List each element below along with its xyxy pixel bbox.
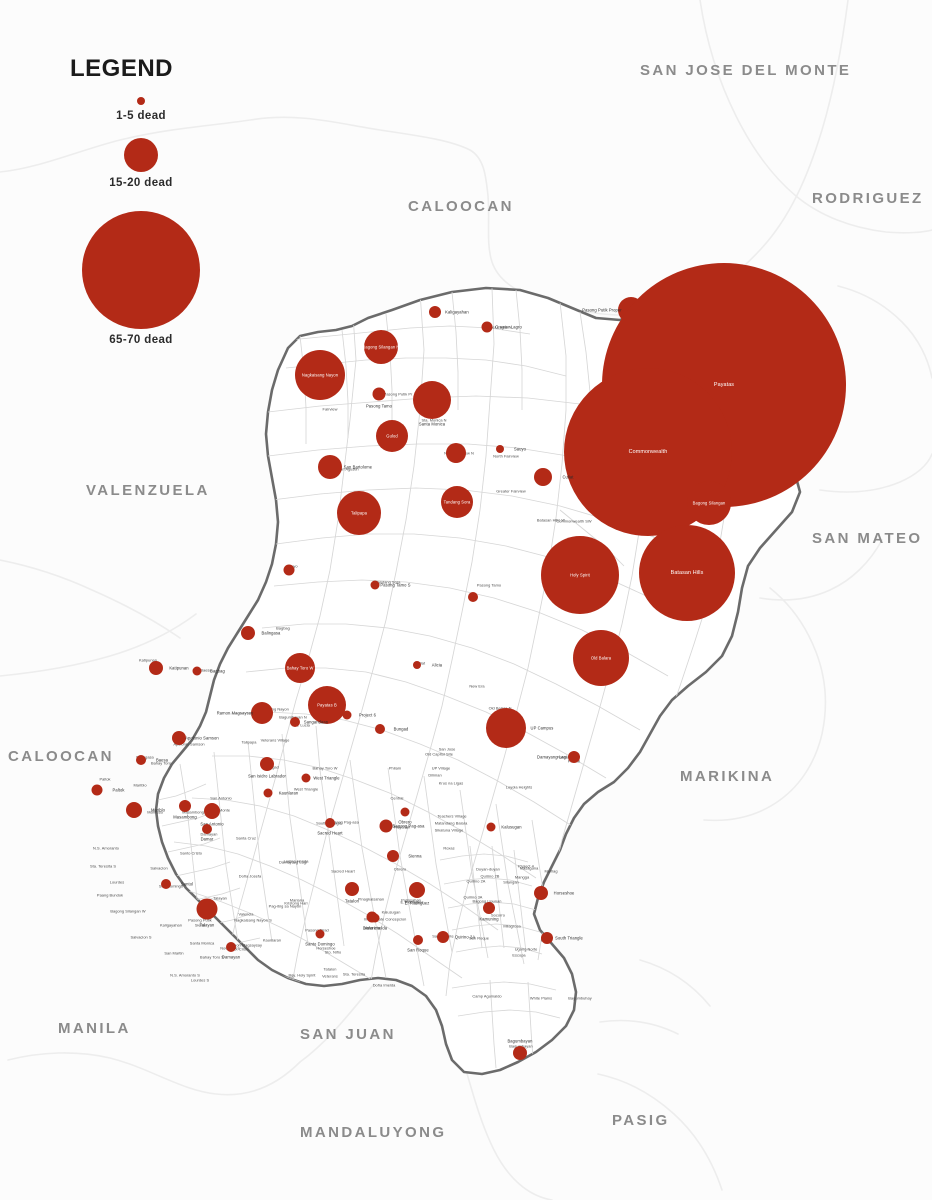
city-label: RODRIGUEZ (812, 190, 924, 207)
death-bubble[interactable] (283, 564, 295, 576)
death-bubble[interactable] (429, 306, 441, 318)
legend: LEGEND 1-5 dead 15-20 dead 65-70 dead (46, 55, 236, 346)
death-bubble[interactable] (202, 824, 212, 834)
death-bubble[interactable] (496, 445, 504, 453)
city-label: VALENZUELA (86, 482, 210, 499)
death-bubble[interactable] (285, 653, 315, 683)
city-label: MANDALUYONG (300, 1124, 447, 1141)
death-bubble[interactable] (196, 898, 218, 920)
death-bubble[interactable] (486, 708, 526, 748)
death-bubble[interactable] (413, 661, 421, 669)
legend-item-label: 1-5 dead (116, 110, 166, 122)
death-bubble[interactable] (325, 818, 335, 828)
death-bubble[interactable] (370, 913, 380, 923)
death-bubble[interactable] (337, 491, 381, 535)
death-bubble[interactable] (376, 420, 408, 452)
death-bubble[interactable] (172, 731, 186, 745)
legend-swatch (137, 97, 145, 105)
city-label: SAN MATEO (812, 530, 923, 547)
death-bubble[interactable] (446, 443, 466, 463)
death-bubble[interactable] (226, 942, 236, 952)
death-bubble[interactable] (179, 800, 191, 812)
death-bubble[interactable] (687, 481, 731, 525)
death-bubble[interactable] (483, 902, 495, 914)
death-bubble[interactable] (568, 751, 580, 763)
death-bubble[interactable] (342, 710, 352, 720)
death-bubble[interactable] (413, 935, 423, 945)
death-bubble[interactable] (481, 321, 493, 333)
death-bubble[interactable] (573, 630, 629, 686)
death-bubble[interactable] (486, 822, 496, 832)
death-bubble[interactable] (345, 882, 359, 896)
death-bubble[interactable] (379, 819, 393, 833)
legend-item-label: 65-70 dead (109, 334, 173, 346)
death-bubble[interactable] (263, 788, 273, 798)
death-bubble[interactable] (126, 802, 142, 818)
death-bubble[interactable] (387, 850, 399, 862)
city-label: CALOOCAN (408, 198, 514, 215)
death-bubble[interactable] (161, 879, 171, 889)
city-label: CALOOCAN (8, 748, 114, 765)
death-bubble[interactable] (204, 803, 220, 819)
death-bubble[interactable] (513, 1046, 527, 1060)
legend-item: 1-5 dead (46, 97, 236, 122)
death-bubble[interactable] (315, 929, 325, 939)
death-bubble[interactable] (534, 468, 552, 486)
legend-item: 65-70 dead (46, 211, 236, 346)
death-bubble[interactable] (241, 626, 255, 640)
death-bubble[interactable] (375, 724, 385, 734)
legend-title: LEGEND (70, 55, 174, 82)
death-bubble[interactable] (541, 536, 619, 614)
city-label: MARIKINA (680, 768, 775, 785)
city-label: MANILA (58, 1020, 131, 1037)
death-bubble[interactable] (370, 580, 380, 590)
death-bubble[interactable] (413, 381, 451, 419)
death-bubble[interactable] (437, 931, 449, 943)
death-bubble[interactable] (364, 330, 398, 364)
death-bubble[interactable] (290, 717, 300, 727)
death-bubble[interactable] (295, 350, 345, 400)
death-bubble[interactable] (308, 686, 346, 724)
legend-swatch (124, 138, 158, 172)
death-bubble[interactable] (149, 661, 163, 675)
legend-swatch (82, 211, 200, 329)
death-bubble[interactable] (136, 755, 146, 765)
death-bubble[interactable] (534, 886, 548, 900)
death-bubble[interactable] (260, 757, 274, 771)
death-bubble[interactable] (409, 882, 425, 898)
legend-item-label: 15-20 dead (109, 177, 173, 189)
city-label: SAN JUAN (300, 1026, 396, 1043)
death-bubble[interactable] (400, 807, 410, 817)
death-bubble[interactable] (541, 932, 553, 944)
legend-item: 15-20 dead (46, 138, 236, 189)
death-bubble[interactable] (372, 387, 386, 401)
city-label: SAN JOSE DEL MONTE (640, 62, 852, 79)
death-bubble[interactable] (639, 525, 735, 621)
death-bubble[interactable] (301, 773, 311, 783)
death-bubble[interactable] (468, 592, 478, 602)
city-label: PASIG (612, 1112, 670, 1129)
death-bubble[interactable] (318, 455, 342, 479)
death-bubble[interactable] (91, 784, 103, 796)
death-bubble[interactable] (441, 486, 473, 518)
death-bubble[interactable] (251, 702, 273, 724)
death-bubble[interactable] (192, 666, 202, 676)
legend-rows: 1-5 dead 15-20 dead 65-70 dead (46, 97, 236, 346)
